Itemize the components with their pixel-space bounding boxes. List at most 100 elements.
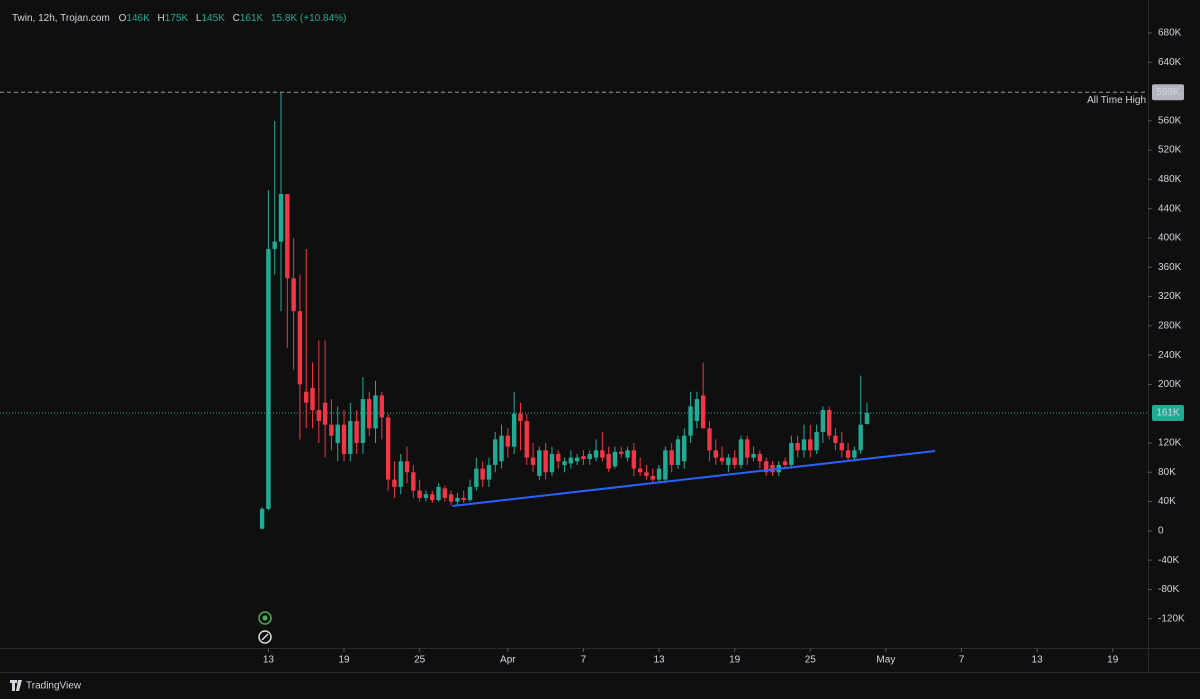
icon[interactable]	[258, 611, 272, 625]
candle-body	[656, 468, 662, 480]
candle-body	[801, 439, 807, 451]
candle-body	[373, 395, 378, 429]
candle-body	[259, 508, 265, 529]
candle-body	[713, 450, 718, 458]
x-tick-label: Apr	[500, 655, 516, 666]
candle-body	[304, 391, 309, 403]
candle-body	[606, 453, 611, 469]
legend-text: Twin, 12h, Trojan.com O146K H175K L145K …	[12, 13, 346, 24]
candle-body	[644, 472, 649, 476]
candle-body	[417, 490, 422, 498]
candles	[259, 92, 870, 530]
candle-body	[581, 456, 586, 460]
candle-body	[808, 439, 813, 451]
y-tick-label: 200K	[1158, 379, 1182, 390]
y-tick-label: 240K	[1158, 350, 1182, 361]
candle-body	[682, 435, 687, 462]
candle-body	[518, 413, 523, 422]
logo	[10, 680, 22, 691]
high-label: H	[158, 13, 165, 24]
candle-body	[530, 457, 536, 465]
candle-body	[745, 439, 750, 458]
candle-body	[669, 450, 674, 465]
candle-body	[675, 439, 681, 465]
candle-body	[839, 442, 844, 451]
low-value: 145K	[201, 13, 225, 24]
candle-body	[505, 435, 511, 447]
candle-body	[738, 439, 744, 465]
candle-body	[285, 194, 290, 279]
x-tick-label: 25	[414, 655, 426, 666]
candle-body	[833, 435, 838, 443]
candle-body	[688, 406, 693, 436]
candle-body	[757, 453, 763, 462]
candle-body	[392, 479, 397, 487]
last-price-label: 161K	[1156, 408, 1180, 419]
icon[interactable]	[258, 630, 272, 644]
candle-body	[493, 439, 498, 465]
x-tick-label: May	[876, 655, 895, 666]
y-tick-label: 0	[1158, 525, 1164, 536]
candle-body	[322, 402, 328, 425]
y-tick-label: 480K	[1158, 174, 1182, 185]
candle-body	[291, 278, 296, 312]
candle-body	[461, 497, 466, 501]
candle-body	[499, 435, 504, 462]
ath-tag-label: 599K	[1156, 87, 1180, 98]
candle-body	[423, 494, 429, 498]
y-tick-label: 320K	[1158, 291, 1182, 302]
candle-body	[398, 461, 403, 487]
high-value: 175K	[165, 13, 189, 24]
candle-body	[637, 468, 643, 473]
candle-body	[795, 442, 800, 451]
candle-body	[814, 432, 819, 451]
candle-body	[448, 494, 454, 502]
candle-body	[430, 494, 435, 501]
last-price-tag	[1152, 404, 1184, 421]
y-tick-label: 440K	[1158, 203, 1182, 214]
x-tick-label: 13	[263, 655, 275, 666]
candle-body	[329, 424, 334, 436]
candle-body	[455, 497, 460, 502]
candle-body	[732, 457, 737, 465]
candle-body	[511, 413, 517, 447]
candle-body	[537, 450, 542, 476]
candle-body	[411, 472, 416, 491]
candle-body	[385, 417, 391, 480]
x-tick-label: 13	[653, 655, 665, 666]
open-label: O	[119, 13, 127, 24]
x-tick-label: 7	[959, 655, 965, 666]
side-icons[interactable]	[258, 611, 272, 644]
candle-body	[631, 450, 637, 469]
candle-body	[763, 461, 769, 473]
candle-body	[587, 453, 592, 460]
candle-body	[367, 399, 372, 429]
y-tick-label: 400K	[1158, 233, 1182, 244]
candle-body	[600, 450, 605, 458]
x-tick-label: 7	[581, 655, 587, 666]
trendline	[452, 450, 936, 507]
candle-body	[436, 486, 441, 501]
candle-body	[751, 453, 756, 458]
candle-body	[348, 421, 353, 454]
candle-body	[480, 468, 485, 480]
candle-body	[694, 399, 700, 422]
y-tick-label: 80K	[1158, 467, 1176, 478]
y-tick-label: 520K	[1158, 145, 1182, 156]
x-tick-label: 19	[338, 655, 350, 666]
y-tick-label: 40K	[1158, 496, 1176, 507]
close-value: 161K	[240, 13, 264, 24]
y-tick-label: -80K	[1158, 584, 1179, 595]
candle-body	[568, 457, 574, 464]
legend: Twin, 12h, Trojan.com O146K H175K L145K …	[12, 13, 346, 24]
candle-body	[549, 453, 555, 473]
candle-body	[782, 461, 788, 465]
candle-body	[272, 241, 277, 249]
x-tick-label: 19	[1107, 655, 1119, 666]
candle-body	[650, 475, 655, 480]
candle-body	[556, 453, 561, 462]
candle-body	[360, 399, 366, 443]
candle-body	[310, 388, 315, 411]
icon-dot	[262, 615, 268, 621]
